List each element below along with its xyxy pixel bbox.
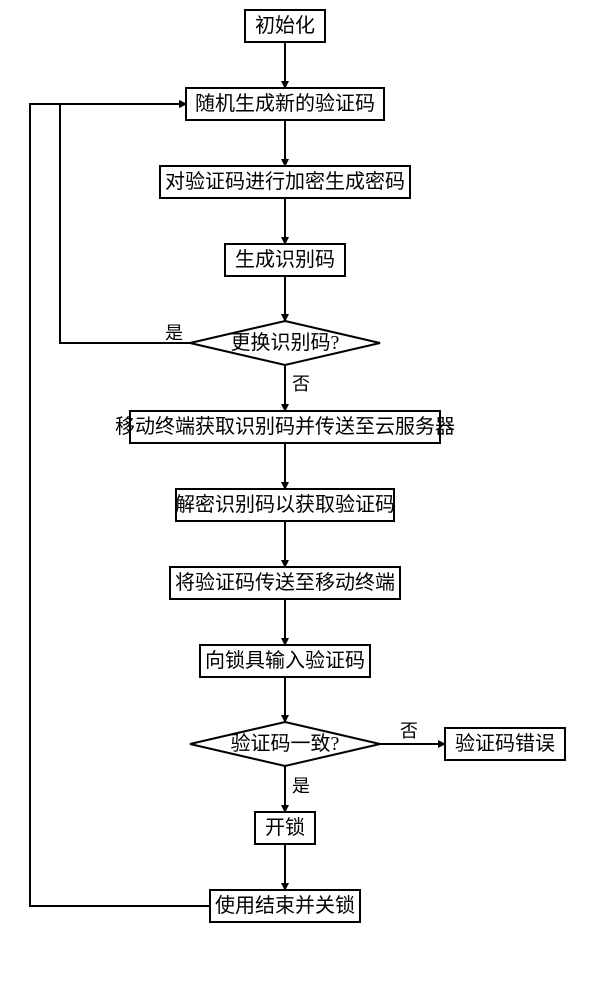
edge-label: 是 xyxy=(165,323,183,343)
flowchart-svg: 否是否是初始化随机生成新的验证码对验证码进行加密生成密码生成识别码更换识别码?移… xyxy=(0,0,593,1000)
flow-node-label: 移动终端获取识别码并传送至云服务器 xyxy=(115,415,455,438)
flow-node-label: 初始化 xyxy=(255,14,315,37)
edge-label: 是 xyxy=(292,776,310,796)
flowchart-container: 否是否是初始化随机生成新的验证码对验证码进行加密生成密码生成识别码更换识别码?移… xyxy=(0,0,593,1000)
flow-node-label: 开锁 xyxy=(265,816,305,839)
flow-node-label: 随机生成新的验证码 xyxy=(195,92,375,115)
flow-node-label: 向锁具输入验证码 xyxy=(205,649,365,672)
flow-node-label: 验证码错误 xyxy=(455,732,555,755)
edge-label: 否 xyxy=(292,374,310,394)
flow-node-label: 验证码一致? xyxy=(231,732,340,755)
flow-node-label: 使用结束并关锁 xyxy=(215,894,355,917)
flow-node-label: 解密识别码以获取验证码 xyxy=(175,493,395,516)
flow-node-label: 对验证码进行加密生成密码 xyxy=(165,170,405,193)
flow-node-label: 生成识别码 xyxy=(235,248,335,271)
edge-label: 否 xyxy=(400,721,418,741)
flow-edge xyxy=(60,104,190,343)
flow-node-label: 更换识别码? xyxy=(231,331,340,354)
flow-node-label: 将验证码传送至移动终端 xyxy=(175,571,395,594)
